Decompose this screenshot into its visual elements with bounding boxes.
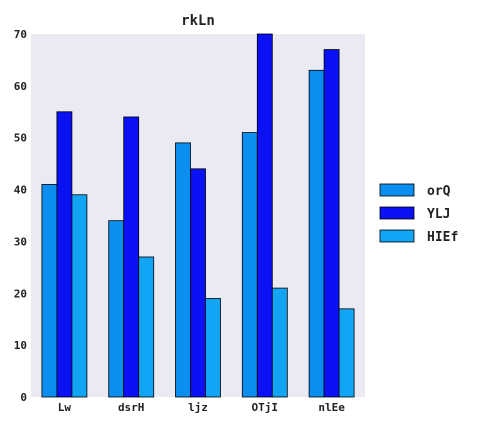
bar-orQ-ljz — [175, 142, 191, 398]
y-tick-label: 40 — [14, 184, 27, 197]
bar-orQ-nlEe — [308, 69, 325, 398]
y-tick-label: 70 — [14, 28, 27, 41]
legend-label: YLJ — [427, 207, 450, 222]
legend-label: orQ — [427, 184, 451, 199]
bar-YLJ-nlEe — [323, 49, 340, 398]
x-tick-label: ljz — [188, 401, 208, 414]
bar-HIEf-dsrH — [138, 256, 155, 398]
bar-HIEf-OTjI — [271, 287, 288, 398]
bar-YLJ-dsrH — [123, 116, 140, 398]
legend-swatch-HIEf — [379, 229, 415, 243]
bar-orQ-OTjI — [241, 132, 258, 398]
y-tick-label: 20 — [14, 287, 27, 300]
legend-swatch-YLJ — [379, 206, 415, 220]
y-tick-label: 30 — [14, 235, 27, 248]
bar-YLJ-Lw — [56, 111, 73, 398]
legend-label: HIEf — [427, 230, 458, 245]
bar-HIEf-ljz — [205, 298, 221, 398]
bar-orQ-dsrH — [108, 220, 125, 398]
x-tick-label: Lw — [58, 401, 72, 414]
x-tick-label: dsrH — [118, 401, 145, 414]
y-axis: 0 10 20 30 40 50 60 70 — [14, 28, 27, 404]
bar-orQ-Lw — [41, 183, 58, 398]
x-tick-label: nlEe — [318, 401, 345, 414]
bar-HIEf-nlEe — [338, 308, 355, 398]
y-tick-label: 50 — [14, 132, 27, 145]
chart-title: rkLn — [181, 13, 215, 29]
bars — [41, 33, 355, 398]
legend-swatch-orQ — [379, 183, 415, 197]
x-axis: Lw dsrH ljz OTjI nlEe — [58, 401, 345, 414]
y-tick-label: 0 — [20, 391, 27, 404]
bar-YLJ-OTjI — [256, 33, 273, 398]
bar-YLJ-ljz — [190, 168, 206, 398]
x-tick-label: OTjI — [252, 401, 279, 414]
y-tick-label: 60 — [14, 80, 27, 93]
y-tick-label: 10 — [14, 339, 27, 352]
bar-HIEf-Lw — [71, 194, 88, 398]
legend: orQ YLJ HIEf — [379, 183, 458, 245]
